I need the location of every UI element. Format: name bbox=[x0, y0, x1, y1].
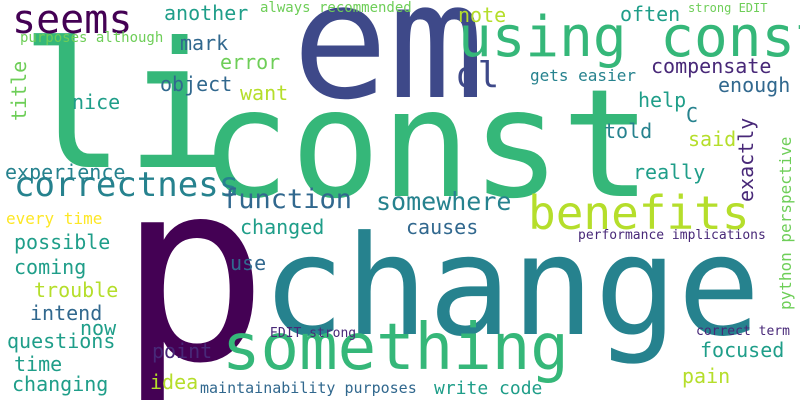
word-coming: coming bbox=[14, 255, 87, 279]
word-intend: intend bbox=[30, 301, 103, 325]
word-benefits: benefits bbox=[528, 186, 750, 240]
word-another: another bbox=[164, 1, 249, 25]
word-em: em bbox=[292, 0, 485, 135]
word-gets-easier: gets easier bbox=[530, 66, 636, 85]
word-mark: mark bbox=[180, 31, 229, 55]
word-change: change bbox=[262, 206, 761, 367]
word-pain: pain bbox=[682, 364, 731, 388]
word-function: function bbox=[222, 184, 353, 215]
word-time: time bbox=[14, 352, 63, 376]
word-li: li bbox=[20, 6, 231, 209]
word-want: want bbox=[240, 81, 289, 105]
word-const: const bbox=[200, 58, 652, 232]
word-possible: possible bbox=[14, 230, 111, 254]
word-note: note bbox=[458, 3, 507, 27]
word-questions: questions bbox=[7, 329, 116, 353]
word-python-perspective: python perspective bbox=[776, 136, 795, 310]
word-maintainability-purposes: maintainability purposes bbox=[200, 379, 417, 397]
word-enough: enough bbox=[718, 73, 791, 97]
word-using-const: using const bbox=[458, 5, 800, 70]
word-help: help bbox=[638, 88, 687, 112]
word-told: told bbox=[604, 119, 653, 143]
word-somewhere: somewhere bbox=[376, 187, 512, 216]
word-correct-term: correct term bbox=[696, 324, 790, 339]
word-error: error bbox=[220, 50, 281, 74]
word-edit-strong: EDIT strong bbox=[270, 326, 357, 341]
word-something: something bbox=[222, 311, 569, 385]
word-changing: changing bbox=[12, 372, 109, 396]
word-object: object bbox=[160, 72, 233, 96]
word-use: use bbox=[230, 251, 267, 275]
word-ol: ol bbox=[456, 55, 500, 96]
word-correctness: correctness bbox=[14, 165, 240, 205]
word-trouble: trouble bbox=[34, 278, 119, 302]
word-p: p bbox=[118, 127, 269, 400]
word-strong-edit: strong EDIT bbox=[688, 1, 768, 15]
word-c: C bbox=[686, 103, 699, 127]
word-causes: causes bbox=[406, 215, 479, 239]
word-exactly: exactly bbox=[734, 117, 758, 202]
word-point: point bbox=[152, 339, 213, 363]
word-seems: seems bbox=[12, 0, 133, 43]
word-experience: experience bbox=[5, 160, 126, 184]
word-nice: nice bbox=[72, 90, 121, 114]
word-write-code: write code bbox=[434, 378, 543, 399]
word-title: title bbox=[7, 60, 31, 121]
word-compensate: compensate bbox=[651, 54, 772, 78]
word-changed: changed bbox=[240, 215, 325, 239]
word-focused: focused bbox=[700, 338, 785, 362]
word-now: now bbox=[80, 316, 117, 340]
word-purposes-although: purposes although bbox=[20, 30, 164, 46]
word-every-time: every time bbox=[6, 209, 103, 228]
word-always-recommended: always recommended bbox=[260, 0, 412, 16]
word-really: really bbox=[633, 160, 706, 184]
word-often: often bbox=[620, 2, 681, 26]
word-said: said bbox=[688, 127, 737, 151]
word-idea: idea bbox=[150, 370, 199, 394]
word-performance-implications: performance implications bbox=[578, 228, 766, 243]
